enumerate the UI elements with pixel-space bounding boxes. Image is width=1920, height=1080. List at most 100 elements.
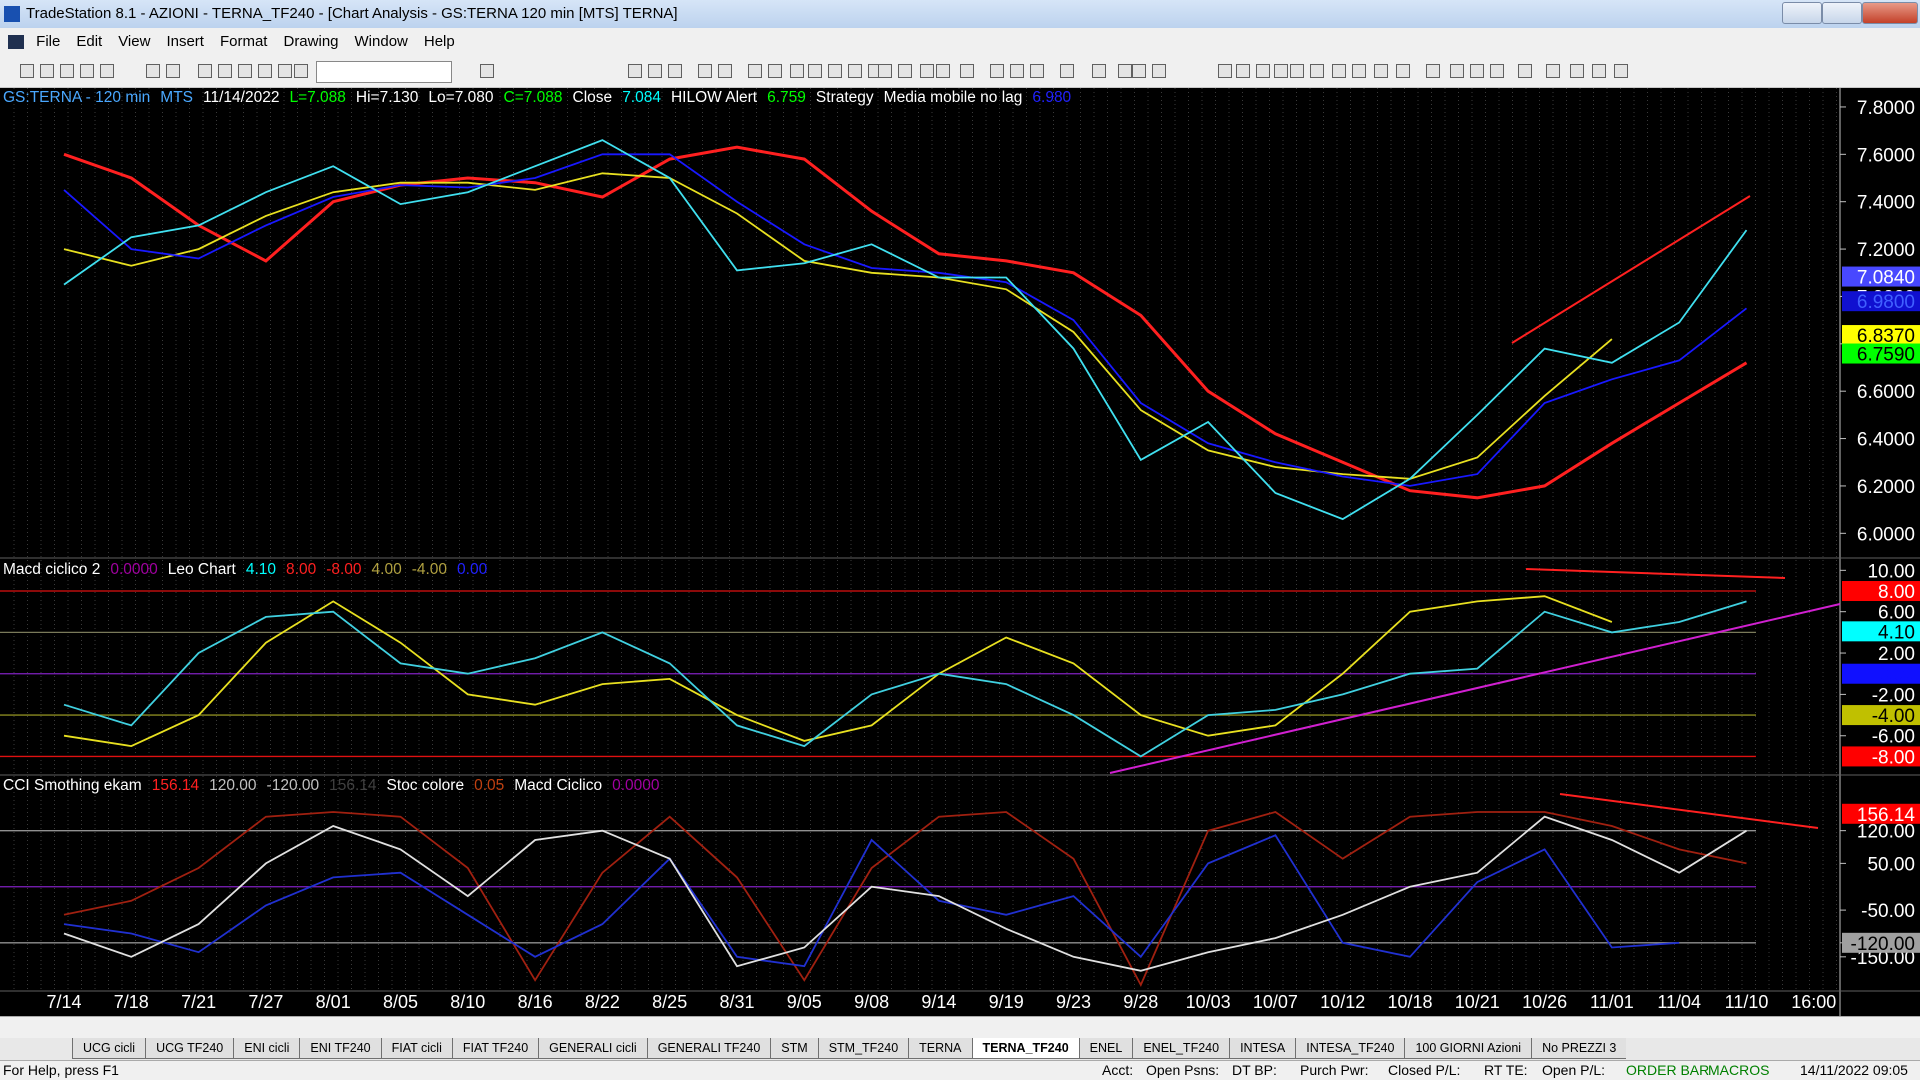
tool-icon[interactable]: [1010, 64, 1024, 78]
tool-icon[interactable]: [1518, 64, 1532, 78]
tool-icon[interactable]: [1426, 64, 1440, 78]
order-bar[interactable]: ORDER BAR: [1626, 1062, 1710, 1078]
tool-icon[interactable]: [1290, 64, 1304, 78]
tool-icon[interactable]: [1060, 64, 1074, 78]
sheet-tab[interactable]: ENEL_TF240: [1132, 1038, 1230, 1059]
tool-icon[interactable]: [878, 64, 892, 78]
close-button[interactable]: [1862, 2, 1918, 24]
sheet-tab[interactable]: ENI cicli: [233, 1038, 300, 1059]
tool-icon[interactable]: [100, 64, 114, 78]
tool-icon[interactable]: [628, 64, 642, 78]
tool-icon[interactable]: [1450, 64, 1464, 78]
sheet-tab[interactable]: STM_TF240: [817, 1038, 909, 1059]
tool-icon[interactable]: [1030, 64, 1044, 78]
symbol-combo[interactable]: [316, 61, 452, 83]
tool-icon[interactable]: [1332, 64, 1346, 78]
tool-icon[interactable]: [1396, 64, 1410, 78]
tool-icon[interactable]: [146, 64, 160, 78]
tool-icon[interactable]: [668, 64, 682, 78]
tool-icon[interactable]: [790, 64, 804, 78]
sheet-tab[interactable]: INTESA: [1229, 1038, 1296, 1059]
tool-icon[interactable]: [1132, 64, 1146, 78]
menu-item[interactable]: Help: [423, 33, 455, 50]
tool-icon[interactable]: [40, 64, 54, 78]
tool-icon[interactable]: [238, 64, 252, 78]
tool-icon[interactable]: [1470, 64, 1484, 78]
sheet-tab[interactable]: No PREZZI 3: [1531, 1038, 1627, 1059]
menu-item[interactable]: Drawing: [283, 33, 339, 50]
date-label: 8/01: [316, 992, 351, 1012]
tool-icon[interactable]: [20, 64, 34, 78]
tool-icon[interactable]: [80, 64, 94, 78]
menu-item[interactable]: Insert: [166, 33, 204, 50]
tool-icon[interactable]: [1092, 64, 1106, 78]
menu-item[interactable]: View: [118, 33, 151, 50]
tool-icon[interactable]: [1274, 64, 1288, 78]
menu-item[interactable]: File: [36, 33, 61, 50]
tool-icon[interactable]: [936, 64, 950, 78]
tool-icon[interactable]: [166, 64, 180, 78]
tool-icon[interactable]: [1614, 64, 1628, 78]
tool-icon[interactable]: [648, 64, 662, 78]
status-field: Purch Pwr:: [1300, 1062, 1369, 1078]
date-label: 8/10: [450, 992, 485, 1012]
tool-icon[interactable]: [480, 64, 494, 78]
header-item: 4.10: [245, 561, 277, 578]
series-line: [63, 600, 1747, 758]
menu-item[interactable]: Window: [354, 33, 408, 50]
sheet-tab[interactable]: ENEL: [1078, 1038, 1133, 1059]
tool-icon[interactable]: [718, 64, 732, 78]
tool-icon[interactable]: [1118, 64, 1132, 78]
tool-icon[interactable]: [60, 64, 74, 78]
scrollbar[interactable]: [0, 1016, 1920, 1038]
menu-item[interactable]: Format: [219, 33, 268, 50]
tool-icon[interactable]: [1218, 64, 1232, 78]
sheet-tab[interactable]: FIAT cicli: [380, 1038, 452, 1059]
sheet-tab[interactable]: TERNA_TF240: [971, 1038, 1079, 1059]
sheet-tab[interactable]: GENERALI TF240: [646, 1038, 771, 1059]
header-item: 0.0000: [110, 561, 158, 578]
tool-icon[interactable]: [828, 64, 842, 78]
axis-marker: [1842, 621, 1920, 642]
tool-icon[interactable]: [1352, 64, 1366, 78]
sheet-tab[interactable]: INTESA_TF240: [1295, 1038, 1405, 1059]
tool-icon[interactable]: [990, 64, 1004, 78]
price-axis-bg: [1840, 88, 1920, 1016]
date-label: 10/21: [1455, 992, 1500, 1012]
tool-icon[interactable]: [808, 64, 822, 78]
sheet-tab[interactable]: STM: [770, 1038, 818, 1059]
tool-icon[interactable]: [1570, 64, 1584, 78]
sheet-tab[interactable]: UCG cicli: [72, 1038, 146, 1059]
tool-icon[interactable]: [294, 64, 308, 78]
tool-icon[interactable]: [1374, 64, 1388, 78]
minimize-button[interactable]: [1782, 2, 1822, 24]
menu-item[interactable]: Edit: [76, 33, 103, 50]
sheet-tab[interactable]: UCG TF240: [145, 1038, 234, 1059]
tool-icon[interactable]: [1256, 64, 1270, 78]
tool-icon[interactable]: [1546, 64, 1560, 78]
tool-icon[interactable]: [258, 64, 272, 78]
tool-icon[interactable]: [1592, 64, 1606, 78]
tool-icon[interactable]: [768, 64, 782, 78]
maximize-button[interactable]: [1822, 2, 1862, 24]
sheet-tab[interactable]: GENERALI cicli: [538, 1038, 647, 1059]
tool-icon[interactable]: [698, 64, 712, 78]
tool-icon[interactable]: [1490, 64, 1504, 78]
tool-icon[interactable]: [960, 64, 974, 78]
axis-marker-label: 6.7590: [1857, 345, 1915, 366]
tool-icon[interactable]: [278, 64, 292, 78]
macros[interactable]: MACROS: [1708, 1062, 1770, 1078]
tool-icon[interactable]: [848, 64, 862, 78]
tool-icon[interactable]: [920, 64, 934, 78]
tool-icon[interactable]: [1152, 64, 1166, 78]
tool-icon[interactable]: [1236, 64, 1250, 78]
tool-icon[interactable]: [218, 64, 232, 78]
tool-icon[interactable]: [1310, 64, 1324, 78]
tool-icon[interactable]: [748, 64, 762, 78]
sheet-tab[interactable]: 100 GIORNI Azioni: [1404, 1038, 1532, 1059]
tool-icon[interactable]: [198, 64, 212, 78]
sheet-tab[interactable]: TERNA: [908, 1038, 972, 1059]
sheet-tab[interactable]: ENI TF240: [299, 1038, 381, 1059]
sheet-tab[interactable]: FIAT TF240: [451, 1038, 539, 1059]
tool-icon[interactable]: [898, 64, 912, 78]
